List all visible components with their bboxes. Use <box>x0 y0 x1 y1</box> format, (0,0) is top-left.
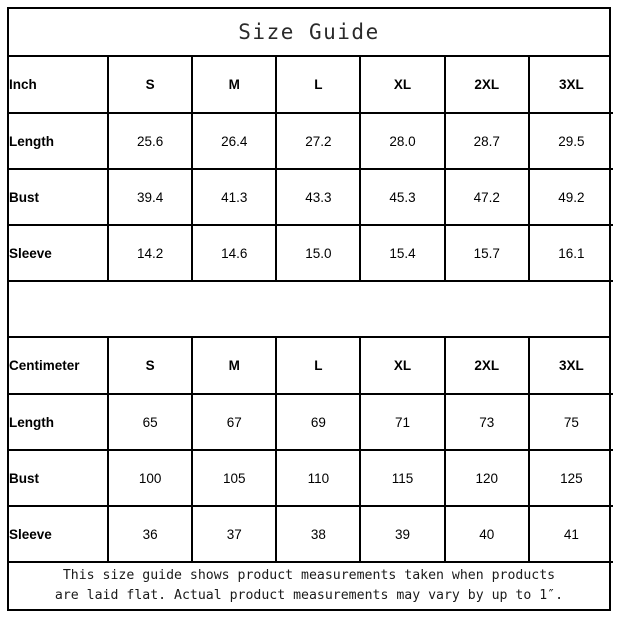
unit-label-centimeter: Centimeter <box>9 338 109 395</box>
size-header-xl: XL <box>360 57 446 114</box>
cell-cm-sleeve-2xl: 40 <box>444 506 530 563</box>
cell-cm-sleeve-3xl: 41 <box>528 506 613 563</box>
cell-cm-length-l: 69 <box>276 394 362 451</box>
cell-cm-length-3xl: 75 <box>528 394 613 451</box>
row-label-sleeve: Sleeve <box>9 506 109 563</box>
row-label-bust: Bust <box>9 450 109 507</box>
size-header-m: M <box>192 338 278 395</box>
cell-cm-bust-l: 110 <box>276 450 362 507</box>
row-label-length: Length <box>9 113 109 170</box>
size-header-3xl: 3XL <box>528 57 613 114</box>
cell-inch-length-m: 26.4 <box>192 113 278 170</box>
cell-inch-sleeve-l: 15.0 <box>276 225 362 282</box>
cell-inch-sleeve-2xl: 15.7 <box>444 225 530 282</box>
size-header-s: S <box>108 57 194 114</box>
cell-cm-bust-3xl: 125 <box>528 450 613 507</box>
size-guide-note: This size guide shows product measuremen… <box>9 563 609 609</box>
page-title: Size Guide <box>9 9 609 57</box>
cell-cm-length-s: 65 <box>108 394 194 451</box>
cell-inch-length-s: 25.6 <box>108 113 194 170</box>
table-row: Sleeve 36 37 38 39 40 41 <box>9 506 613 563</box>
table-row: Bust 39.4 41.3 43.3 45.3 47.2 49.2 <box>9 169 613 226</box>
inch-table-block: Inch S M L XL 2XL 3XL Length 25.6 26.4 2 <box>9 57 613 282</box>
size-header-s: S <box>108 338 194 395</box>
cell-inch-bust-xl: 45.3 <box>360 169 446 226</box>
cell-cm-length-xl: 71 <box>360 394 446 451</box>
cell-inch-sleeve-3xl: 16.1 <box>528 225 613 282</box>
table-row: Bust 100 105 110 115 120 125 <box>9 450 613 507</box>
table-row: Sleeve 14.2 14.6 15.0 15.4 15.7 16.1 <box>9 225 613 282</box>
centimeter-table-block: Centimeter S M L XL 2XL 3XL Length 65 67 <box>9 338 613 563</box>
cell-cm-length-2xl: 73 <box>444 394 530 451</box>
cell-inch-length-2xl: 28.7 <box>444 113 530 170</box>
note-line-1: This size guide shows product measuremen… <box>62 567 556 583</box>
table-header-row: Inch S M L XL 2XL 3XL <box>9 57 613 114</box>
cell-cm-sleeve-l: 38 <box>276 506 362 563</box>
size-header-l: L <box>276 57 362 114</box>
cell-cm-bust-m: 105 <box>192 450 278 507</box>
table-row: Length 65 67 69 71 73 75 <box>9 394 613 451</box>
size-header-m: M <box>192 57 278 114</box>
cell-inch-length-xl: 28.0 <box>360 113 446 170</box>
cell-inch-bust-s: 39.4 <box>108 169 194 226</box>
cell-cm-sleeve-s: 36 <box>108 506 194 563</box>
cell-cm-length-m: 67 <box>192 394 278 451</box>
cell-inch-length-3xl: 29.5 <box>528 113 613 170</box>
row-label-sleeve: Sleeve <box>9 225 109 282</box>
cell-inch-sleeve-xl: 15.4 <box>360 225 446 282</box>
centimeter-size-table: Centimeter S M L XL 2XL 3XL Length 65 67 <box>9 338 613 563</box>
note-line-2: are laid flat. Actual product measuremen… <box>54 588 564 603</box>
cell-cm-bust-2xl: 120 <box>444 450 530 507</box>
row-label-length: Length <box>9 394 109 451</box>
inch-size-table: Inch S M L XL 2XL 3XL Length 25.6 26.4 2 <box>9 57 613 282</box>
size-header-2xl: 2XL <box>444 338 530 395</box>
cell-inch-sleeve-s: 14.2 <box>108 225 194 282</box>
cell-inch-bust-2xl: 47.2 <box>444 169 530 226</box>
cell-inch-bust-l: 43.3 <box>276 169 362 226</box>
cell-inch-length-l: 27.2 <box>276 113 362 170</box>
size-header-xl: XL <box>360 338 446 395</box>
size-header-2xl: 2XL <box>444 57 530 114</box>
cell-inch-bust-3xl: 49.2 <box>528 169 613 226</box>
cell-inch-sleeve-m: 14.6 <box>192 225 278 282</box>
size-header-3xl: 3XL <box>528 338 613 395</box>
table-row: Length 25.6 26.4 27.2 28.0 28.7 29.5 <box>9 113 613 170</box>
size-header-l: L <box>276 338 362 395</box>
cell-cm-sleeve-m: 37 <box>192 506 278 563</box>
row-label-bust: Bust <box>9 169 109 226</box>
table-header-row: Centimeter S M L XL 2XL 3XL <box>9 338 613 395</box>
unit-label-inch: Inch <box>9 57 109 114</box>
cell-cm-bust-s: 100 <box>108 450 194 507</box>
cell-cm-sleeve-xl: 39 <box>360 506 446 563</box>
table-spacer-row <box>9 282 609 338</box>
cell-inch-bust-m: 41.3 <box>192 169 278 226</box>
size-guide-frame: Size Guide Inch S M L XL 2XL 3XL <box>7 7 613 611</box>
cell-cm-bust-xl: 115 <box>360 450 446 507</box>
